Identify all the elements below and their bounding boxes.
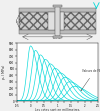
- Text: $h$: $h$: [15, 18, 19, 25]
- Bar: [53, 5, 62, 7]
- FancyBboxPatch shape: [64, 12, 96, 30]
- Text: Valeurs de FE (kN): Valeurs de FE (kN): [81, 69, 100, 91]
- Text: $a = 50$: $a = 50$: [52, 34, 63, 41]
- X-axis label: Les cotes sont en millimetres.: Les cotes sont en millimetres.: [35, 108, 80, 111]
- Bar: [19, 30, 96, 34]
- FancyBboxPatch shape: [19, 12, 48, 30]
- Bar: [53, 36, 62, 38]
- Bar: [60, 12, 64, 30]
- Y-axis label: $p_c$ (MPa): $p_c$ (MPa): [0, 64, 8, 80]
- Bar: [19, 8, 96, 12]
- Bar: [55, 6, 60, 36]
- Text: $F_E$: $F_E$: [92, 0, 98, 3]
- Bar: [48, 12, 55, 30]
